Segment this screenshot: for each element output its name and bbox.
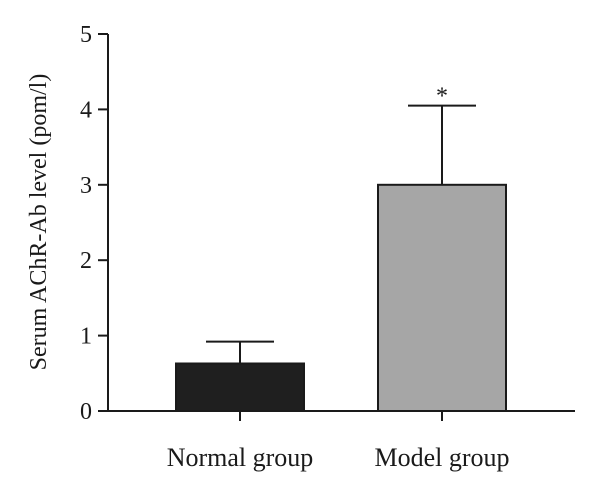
bar-2 — [377, 183, 507, 412]
x-tick-label: Normal group — [167, 443, 314, 472]
y-tick-label: 4 — [80, 97, 92, 123]
x-axis: Normal group Model group — [108, 410, 575, 472]
y-tick-label: 3 — [80, 173, 92, 199]
y-axis: 0 1 2 3 4 5 — [80, 22, 109, 425]
y-tick-label: 0 — [80, 399, 92, 425]
bar-1 — [175, 362, 305, 412]
y-tick-label: 1 — [80, 324, 92, 350]
y-tick-label: 2 — [80, 248, 92, 274]
bars: * — [175, 84, 507, 412]
significance-marker: * — [436, 84, 448, 110]
x-tick-label: Model group — [374, 443, 509, 472]
y-tick-label: 5 — [80, 22, 92, 48]
y-axis-label: Serum AChR-Ab level (pom/l) — [26, 74, 52, 371]
